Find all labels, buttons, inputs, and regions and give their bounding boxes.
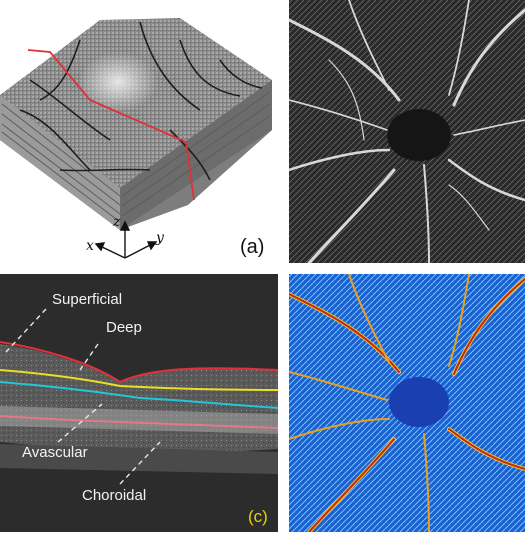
- angiogram-image: [289, 0, 525, 263]
- axis-label-x: x: [86, 238, 94, 254]
- panel-tag-a: (a): [240, 236, 265, 258]
- heatmap-angiogram-image: [289, 274, 525, 532]
- layer-label-avascular: Avascular: [22, 444, 88, 461]
- angiogram-panel: [289, 0, 525, 263]
- heatmap-angiogram-panel: [289, 274, 525, 532]
- oct-volume-render: [0, 18, 272, 259]
- layer-label-deep: Deep: [106, 319, 142, 336]
- axis-label-y: y: [156, 230, 164, 246]
- panel-tag-c: (c): [248, 507, 268, 526]
- layer-label-choroidal: Choroidal: [82, 487, 147, 504]
- layer-label-superficial: Superficial: [52, 291, 123, 308]
- axis-label-z: z: [113, 214, 121, 230]
- bscan-image: [0, 274, 278, 532]
- bscan-panel: Superficial Deep Avascular Choroidal: [0, 274, 278, 532]
- oct-volume-panel: z x y: [0, 0, 278, 266]
